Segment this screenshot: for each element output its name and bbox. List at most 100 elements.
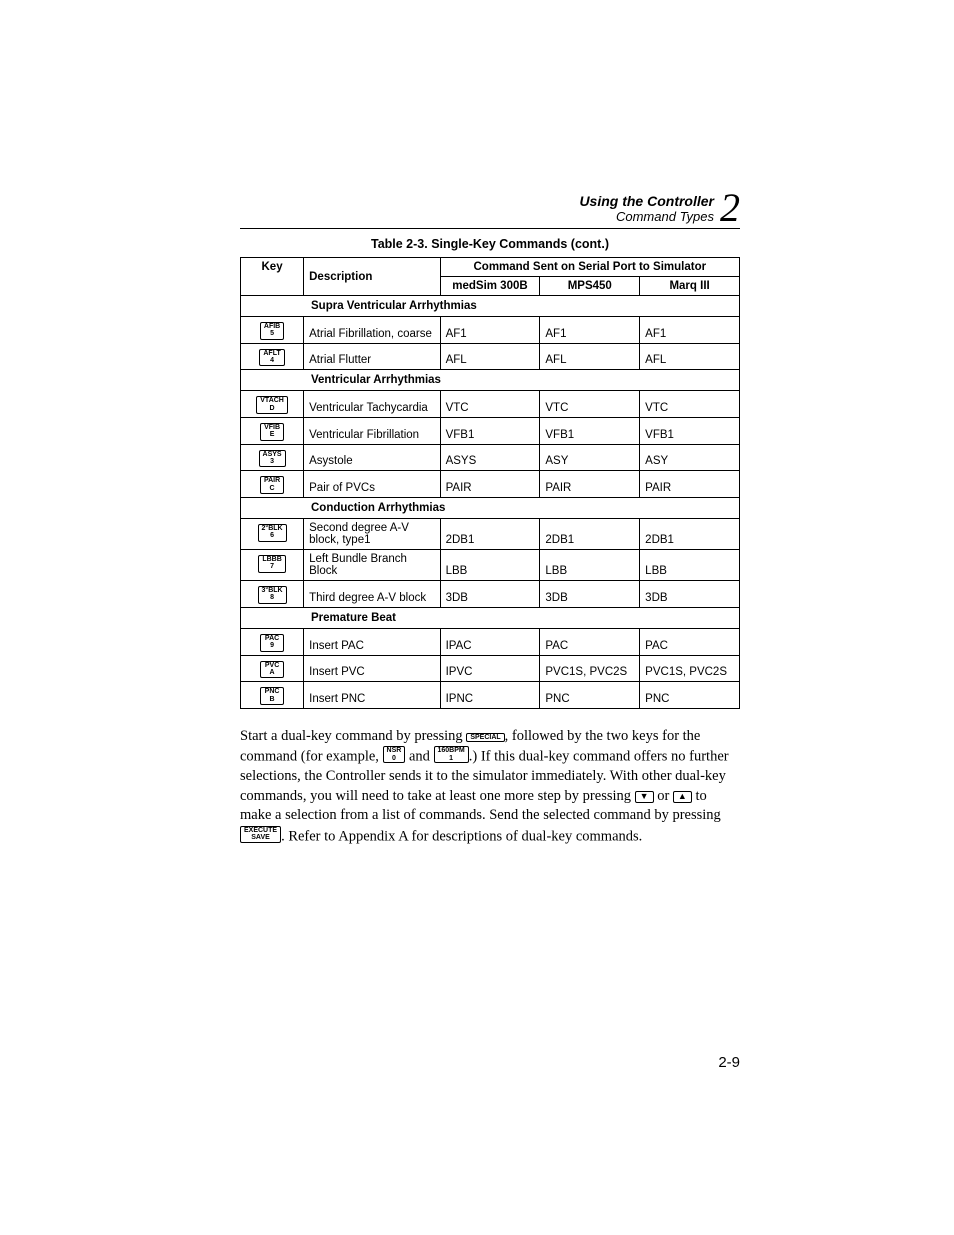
keycap-up-arrow: ▲ (673, 791, 692, 803)
commands-table: Key Description Command Sent on Serial P… (240, 257, 740, 709)
cmd-medsim-cell: 2DB1 (440, 519, 540, 550)
cmd-marq-cell: PAC (640, 628, 740, 655)
cmd-marq-cell: PVC1S, PVC2S (640, 655, 740, 682)
key-cell: PAIRC (241, 471, 304, 498)
table-row: PNCBInsert PNCIPNCPNCPNC (241, 682, 740, 709)
page-content: Using the Controller Command Types 2 Tab… (240, 190, 740, 847)
page-number: 2-9 (718, 1054, 740, 1071)
cmd-medsim-cell: AF1 (440, 317, 540, 344)
cmd-medsim-cell: IPVC (440, 655, 540, 682)
description-cell: Ventricular Fibrillation (304, 418, 440, 445)
keycap-160bpm: 160BPM1 (434, 746, 469, 763)
cmd-marq-cell: LBB (640, 550, 740, 581)
key-cell: PNCB (241, 682, 304, 709)
keycap: AFIB5 (260, 322, 284, 340)
table-row: PAIRCPair of PVCsPAIRPAIRPAIR (241, 471, 740, 498)
key-cell: ASYS3 (241, 444, 304, 471)
table-row: LBBB7Left Bundle Branch BlockLBBLBBLBB (241, 550, 740, 581)
cmd-marq-cell: 2DB1 (640, 519, 740, 550)
description-cell: Pair of PVCs (304, 471, 440, 498)
description-cell: Insert PAC (304, 628, 440, 655)
table-row: ASYS3AsystoleASYSASYASY (241, 444, 740, 471)
keycap: 3°BLK8 (258, 586, 287, 604)
keycap: PAIRC (260, 476, 284, 494)
keycap: PNCB (260, 687, 284, 705)
table-row: AFIB5Atrial Fibrillation, coarseAF1AF1AF… (241, 317, 740, 344)
description-cell: Left Bundle Branch Block (304, 550, 440, 581)
keycap: PVCA (260, 661, 284, 679)
cmd-mps450-cell: AFL (540, 343, 640, 370)
table-row: AFLT4Atrial FlutterAFLAFLAFL (241, 343, 740, 370)
description-cell: Insert PVC (304, 655, 440, 682)
cmd-medsim-cell: LBB (440, 550, 540, 581)
cmd-medsim-cell: 3DB (440, 581, 540, 608)
table-row: PAC9Insert PACIPACPACPAC (241, 628, 740, 655)
cmd-mps450-cell: ASY (540, 444, 640, 471)
description-cell: Ventricular Tachycardia (304, 391, 440, 418)
section-title: Conduction Arrhythmias (241, 498, 740, 519)
description-cell: Asystole (304, 444, 440, 471)
table-head: Key Description Command Sent on Serial P… (241, 258, 740, 296)
body-paragraph: Start a dual-key command by pressing SPE… (240, 727, 740, 847)
cmd-medsim-cell: ASYS (440, 444, 540, 471)
section-title: Supra Ventricular Arrhythmias (241, 296, 740, 317)
keycap-nsr: NSR0 (383, 746, 406, 763)
cmd-mps450-cell: AF1 (540, 317, 640, 344)
col-header-medsim: medSim 300B (440, 277, 540, 296)
cmd-marq-cell: VTC (640, 391, 740, 418)
key-cell: AFIB5 (241, 317, 304, 344)
cmd-marq-cell: PNC (640, 682, 740, 709)
table-row: 2°BLK6Second degree A-V block, type12DB1… (241, 519, 740, 550)
table-row: VTACHDVentricular TachycardiaVTCVTCVTC (241, 391, 740, 418)
section-row: Ventricular Arrhythmias (241, 370, 740, 391)
col-header-description: Description (304, 258, 440, 296)
key-cell: AFLT4 (241, 343, 304, 370)
cmd-medsim-cell: AFL (440, 343, 540, 370)
keycap: LBBB7 (258, 555, 285, 573)
section-row: Supra Ventricular Arrhythmias (241, 296, 740, 317)
cmd-marq-cell: VFB1 (640, 418, 740, 445)
table-row: VFIBEVentricular FibrillationVFB1VFB1VFB… (241, 418, 740, 445)
header-text-block: Using the Controller Command Types (579, 193, 714, 224)
description-cell: Atrial Flutter (304, 343, 440, 370)
para-text-3: and (405, 749, 433, 765)
keycap: ASYS3 (259, 450, 286, 468)
table-caption: Table 2-3. Single-Key Commands (cont.) (240, 237, 740, 251)
description-cell: Atrial Fibrillation, coarse (304, 317, 440, 344)
key-cell: PAC9 (241, 628, 304, 655)
keycap-execute-save: EXECUTESAVE (240, 826, 281, 843)
cmd-marq-cell: 3DB (640, 581, 740, 608)
cmd-mps450-cell: VTC (540, 391, 640, 418)
key-cell: VTACHD (241, 391, 304, 418)
description-cell: Insert PNC (304, 682, 440, 709)
cmd-mps450-cell: PNC (540, 682, 640, 709)
page-header: Using the Controller Command Types 2 (240, 190, 740, 229)
key-cell: LBBB7 (241, 550, 304, 581)
cmd-medsim-cell: IPAC (440, 628, 540, 655)
keycap-special: SPECIAL (466, 733, 504, 742)
section-row: Premature Beat (241, 607, 740, 628)
col-header-group: Command Sent on Serial Port to Simulator (440, 258, 739, 277)
key-cell: 3°BLK8 (241, 581, 304, 608)
description-cell: Second degree A-V block, type1 (304, 519, 440, 550)
cmd-mps450-cell: 3DB (540, 581, 640, 608)
header-title: Using the Controller (579, 193, 714, 209)
key-cell: VFIBE (241, 418, 304, 445)
section-title: Ventricular Arrhythmias (241, 370, 740, 391)
cmd-marq-cell: ASY (640, 444, 740, 471)
cmd-mps450-cell: VFB1 (540, 418, 640, 445)
cmd-medsim-cell: IPNC (440, 682, 540, 709)
col-header-marq: Marq III (640, 277, 740, 296)
para-text-5: or (654, 788, 673, 804)
cmd-medsim-cell: VFB1 (440, 418, 540, 445)
col-header-key: Key (241, 258, 304, 296)
table-row: PVCAInsert PVCIPVCPVC1S, PVC2SPVC1S, PVC… (241, 655, 740, 682)
cmd-mps450-cell: LBB (540, 550, 640, 581)
cmd-marq-cell: PAIR (640, 471, 740, 498)
keycap-down-arrow: ▼ (635, 791, 654, 803)
section-title: Premature Beat (241, 607, 740, 628)
para-text-7: . Refer to Appendix A for descriptions o… (281, 828, 642, 844)
keycap: VTACHD (256, 396, 288, 414)
key-cell: 2°BLK6 (241, 519, 304, 550)
keycap: VFIBE (260, 423, 284, 441)
